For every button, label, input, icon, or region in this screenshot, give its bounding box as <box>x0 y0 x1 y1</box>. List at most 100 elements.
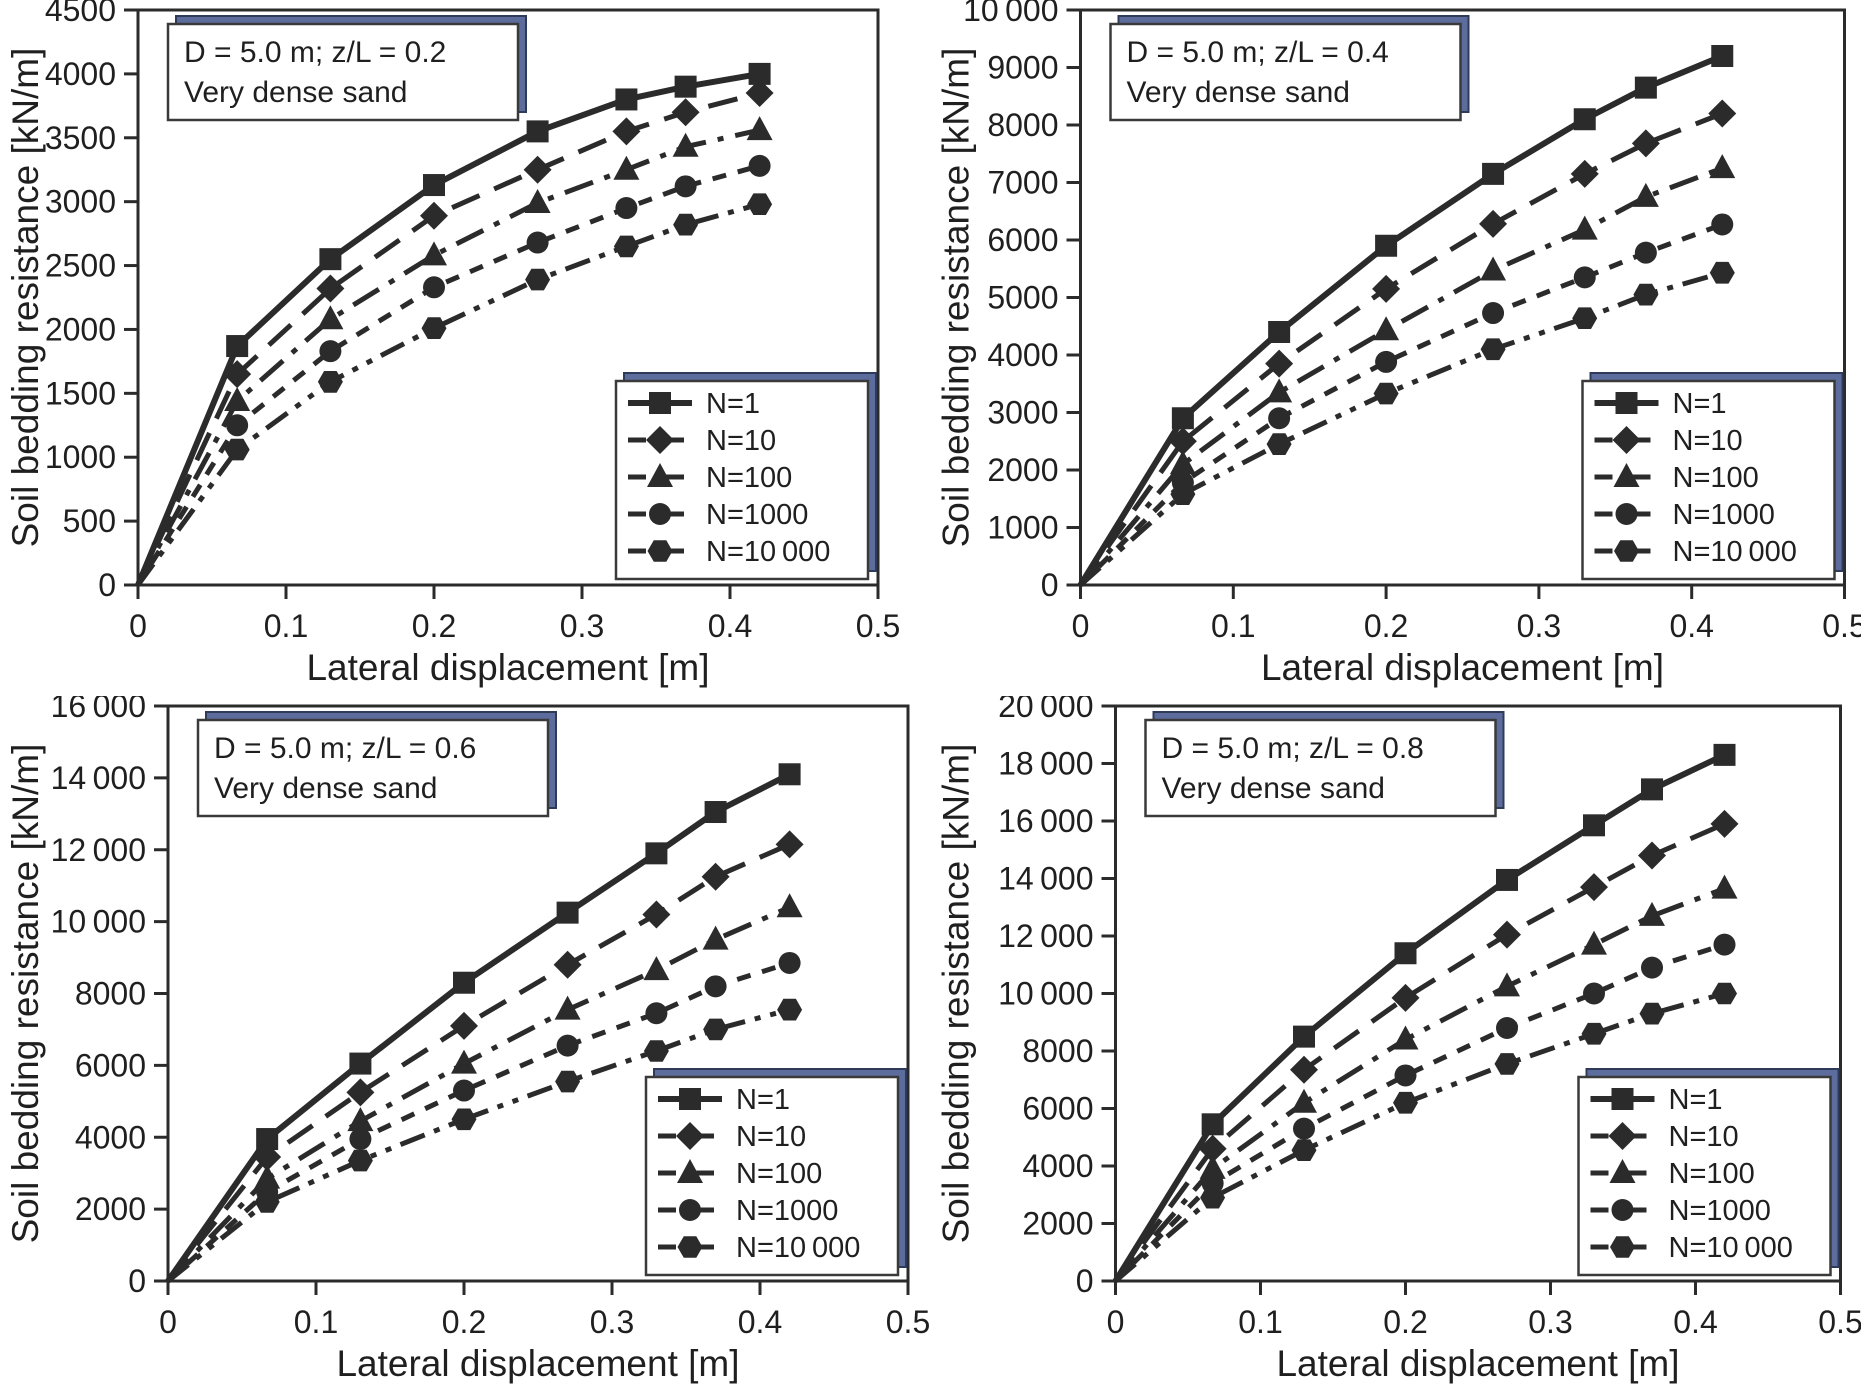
diamond-marker <box>1479 209 1508 238</box>
y-tick-label: 12 000 <box>998 918 1093 954</box>
diamond-marker <box>316 274 345 303</box>
triangle-marker <box>702 925 729 950</box>
triangle-marker <box>643 956 670 981</box>
y-tick-label: 0 <box>98 567 116 603</box>
y-tick-label: 10 000 <box>51 904 146 940</box>
y-tick-label: 0 <box>128 1263 146 1299</box>
series-N=10 <box>1113 809 1739 1283</box>
diamond-marker <box>701 862 730 891</box>
series-N=10000 <box>135 193 773 587</box>
hexagon-marker <box>647 540 673 562</box>
triangle-marker <box>746 116 773 141</box>
annotation-box <box>166 22 520 122</box>
annotation-group: D = 5.0 m; z/L = 0.2 Very dense sand <box>166 15 527 122</box>
circle-marker <box>556 1034 579 1057</box>
x-tick-label: 0.2 <box>1383 1304 1427 1340</box>
triangle-marker <box>451 1049 477 1074</box>
annotation-line2: Very dense sand <box>184 76 408 109</box>
square-marker <box>1268 321 1291 343</box>
y-tick-label: 0 <box>1076 1263 1094 1299</box>
hexagon-marker <box>347 1149 373 1172</box>
hexagon-marker <box>1712 982 1737 1005</box>
triangle-marker <box>421 241 447 266</box>
hexagon-marker <box>1494 1053 1520 1075</box>
hexagon-marker <box>1639 1002 1665 1025</box>
series-N=1 <box>135 62 771 587</box>
triangle-marker <box>224 387 251 411</box>
y-axis-ticks: 0 500 1000 1500 2000 2500 3000 3500 4000 4500 <box>45 0 138 603</box>
diamond-marker <box>1493 920 1521 949</box>
x-tick-label: 0.1 <box>1211 608 1255 644</box>
hexagon-marker <box>673 213 699 236</box>
hexagon-marker <box>1572 307 1598 329</box>
series-N=10000 <box>166 998 803 1283</box>
series-N=1 <box>1112 743 1736 1283</box>
triangle-marker <box>677 1159 703 1183</box>
x-tick-label: 0 <box>129 608 147 644</box>
chart-bottom-right-svg: 0 2000 4000 6000 8000 10 000 12 000 14 000 16 00… <box>936 696 1861 1384</box>
x-tick-label: 0 <box>1072 608 1090 644</box>
x-tick-label: 0.5 <box>1822 608 1861 644</box>
triangle-marker <box>1266 378 1293 403</box>
x-tick-label: 0.5 <box>856 608 900 644</box>
diamond-marker <box>1631 129 1660 158</box>
triangle-marker <box>776 893 803 918</box>
series-N=10 <box>166 830 804 1283</box>
triangle-marker <box>1373 316 1400 341</box>
series-N=10 <box>135 79 774 587</box>
series-line <box>1113 991 1726 1283</box>
series-N=100 <box>135 116 773 587</box>
y-tick-label: 2000 <box>987 452 1058 488</box>
y-tick-label: 8000 <box>1022 1033 1093 1069</box>
annotation-group: D = 5.0 m; z/L = 0.8 Very dense sand <box>1144 711 1505 818</box>
x-tick-label: 0.2 <box>412 608 456 644</box>
hexagon-marker <box>1200 1186 1226 1209</box>
y-tick-label: 20 000 <box>998 696 1093 724</box>
diamond-marker <box>346 1078 375 1107</box>
square-marker <box>1394 942 1417 965</box>
triangle-marker <box>524 188 551 213</box>
series-N=100 <box>1113 874 1738 1283</box>
legend-label: N=100 <box>1673 462 1759 494</box>
x-tick-label: 0.5 <box>886 1304 930 1340</box>
legend-group: N=1 N=10 N=100 N=1000 N=10 000 <box>1581 372 1844 581</box>
diamond-marker <box>1570 159 1599 188</box>
series-N=100 <box>1078 154 1736 587</box>
square-marker <box>423 174 445 197</box>
y-axis-label: Soil bedding resistance [kN/m] <box>5 744 46 1244</box>
series-N=1000 <box>135 154 771 587</box>
hexagon-marker <box>777 998 803 1021</box>
diamond-marker <box>420 201 448 230</box>
y-tick-label: 14 000 <box>998 861 1093 897</box>
triangle-marker <box>1711 874 1738 899</box>
triangle-marker <box>1571 215 1598 240</box>
x-axis-ticks: 0 0.1 0.2 0.3 0.4 0.5 <box>1072 585 1861 644</box>
hexagon-marker <box>1581 1022 1607 1045</box>
legend-label: N=10 000 <box>736 1232 860 1264</box>
x-axis-label: Lateral displacement [m] <box>1276 1343 1679 1384</box>
x-tick-label: 0.4 <box>738 1304 782 1340</box>
y-axis-label: Soil bedding resistance [kN/m] <box>936 48 977 548</box>
circle-marker <box>526 231 549 254</box>
square-marker <box>778 763 801 786</box>
hexagon-marker <box>1709 261 1735 284</box>
diamond-marker <box>775 830 804 859</box>
circle-marker <box>679 1199 701 1221</box>
circle-marker <box>645 1002 668 1025</box>
diamond-marker <box>745 79 774 108</box>
y-tick-label: 16 000 <box>998 803 1093 839</box>
diamond-marker <box>1372 274 1401 303</box>
y-tick-label: 2000 <box>1022 1206 1093 1242</box>
hexagon-marker <box>703 1018 729 1041</box>
hexagon-marker <box>254 1191 280 1213</box>
legend-label: N=10 <box>1669 1121 1739 1153</box>
square-marker <box>1583 814 1605 837</box>
diamond-marker <box>450 1011 478 1040</box>
square-marker <box>1634 76 1657 99</box>
legend-label: N=1 <box>706 388 760 420</box>
triangle-marker <box>1494 972 1520 997</box>
annotation-line2: Very dense sand <box>1162 772 1386 805</box>
triangle-marker <box>1480 256 1507 281</box>
square-marker <box>349 1052 372 1075</box>
square-marker <box>453 971 475 994</box>
